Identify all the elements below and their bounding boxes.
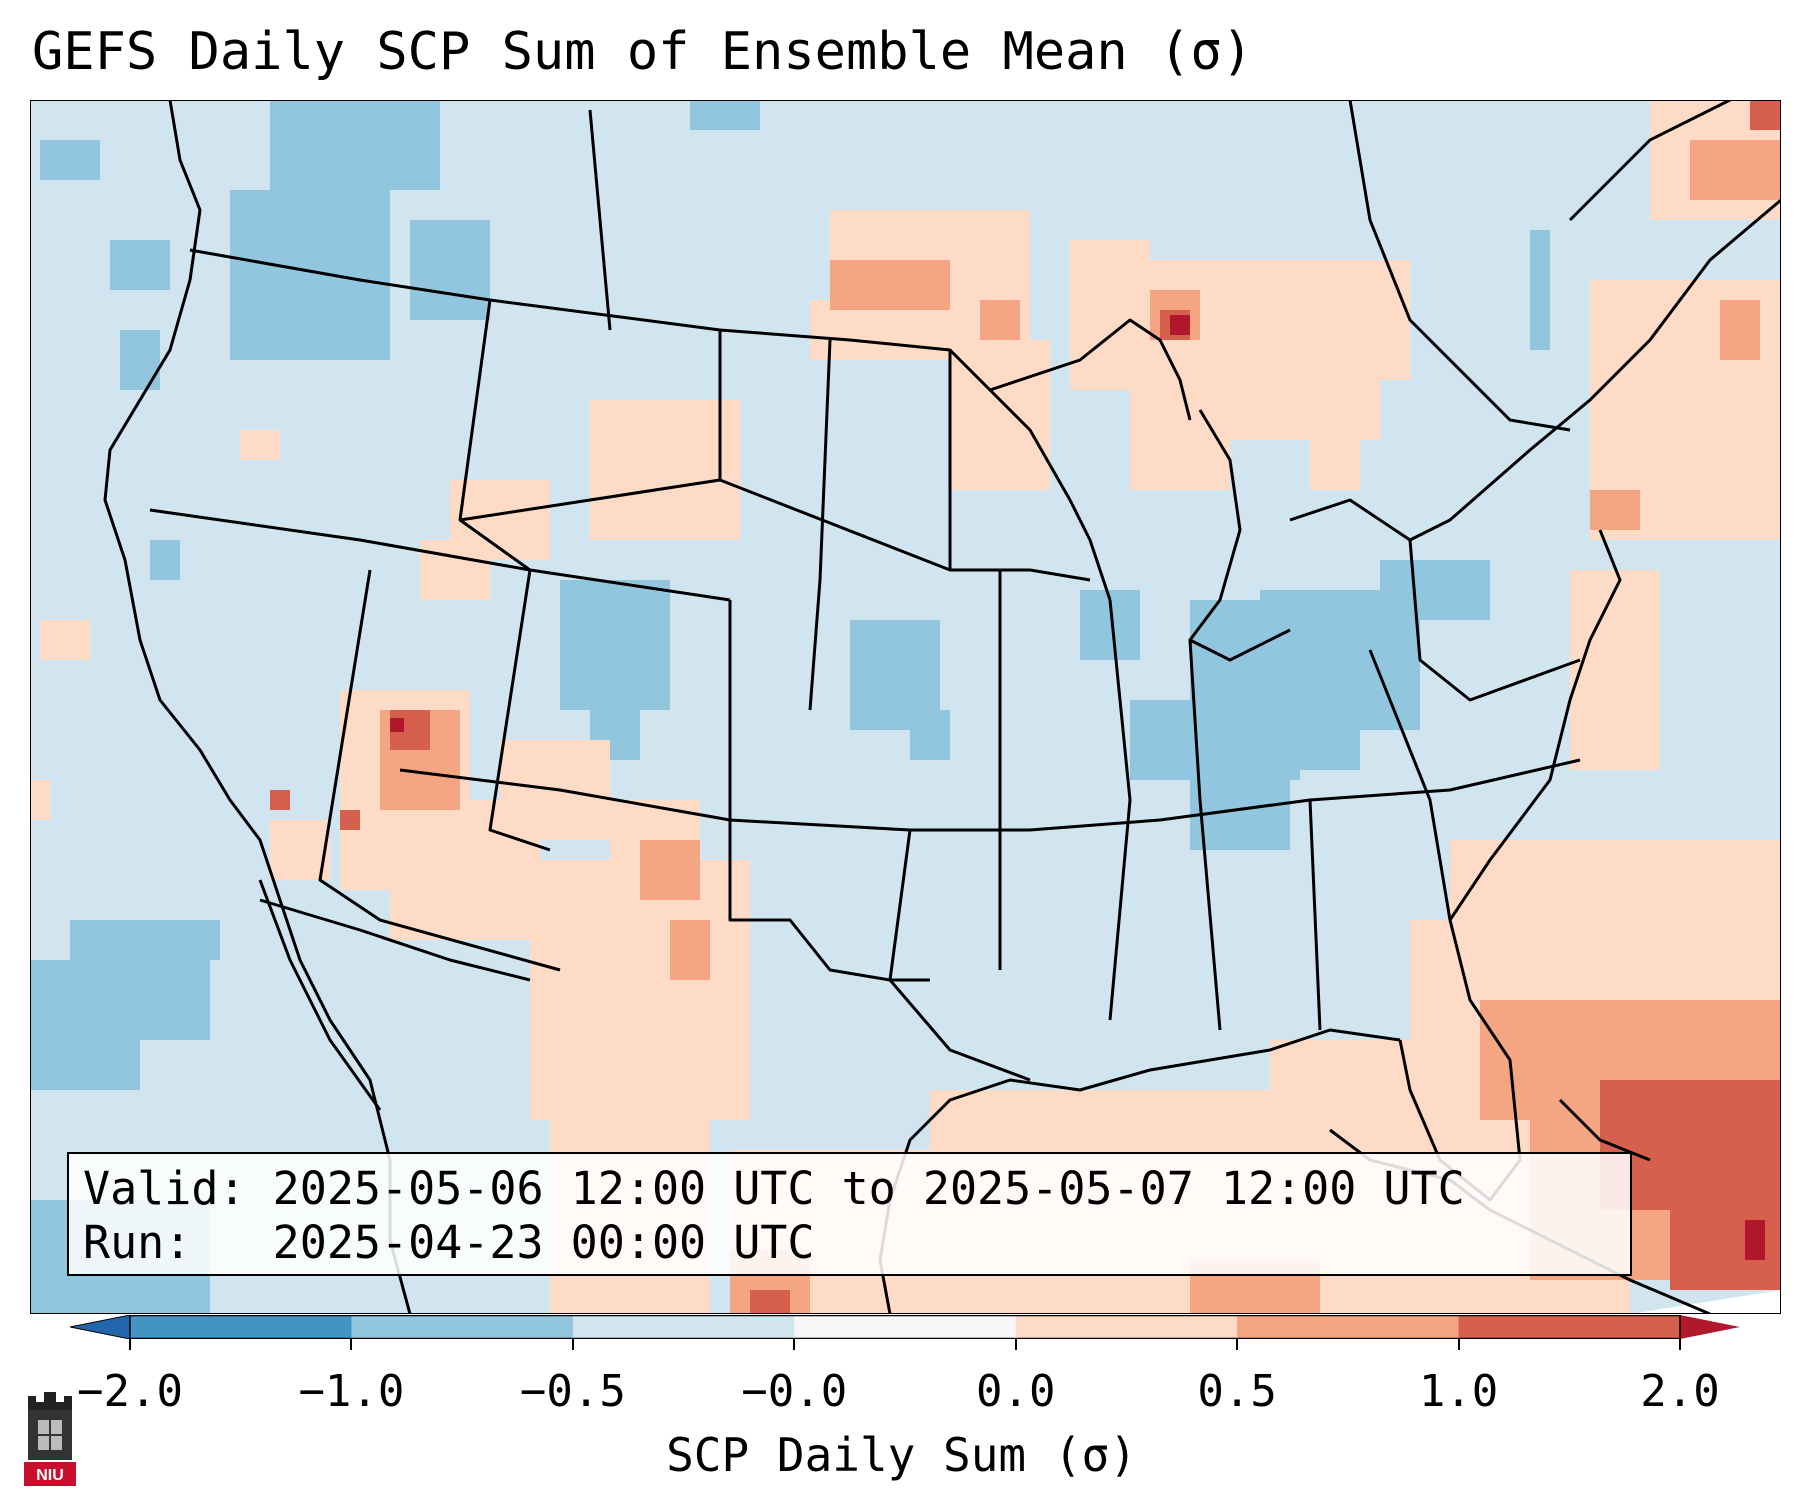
- colorbar: [69, 1314, 1740, 1340]
- colorbar-tick-label: 0.0: [975, 1366, 1056, 1417]
- colorbar-tick-mark: [793, 1338, 796, 1350]
- svg-text:NIU: NIU: [36, 1467, 64, 1484]
- dakota-line: [808, 339, 832, 711]
- page-title: GEFS Daily SCP Sum of Ensemble Mean (σ): [32, 22, 1253, 82]
- colorbar-segment: [130, 1315, 352, 1339]
- colorbar-extend-high: [1680, 1315, 1740, 1339]
- great-lakes-shore: [1188, 409, 1291, 662]
- bahamas: [1558, 1098, 1651, 1162]
- ga-line: [1308, 799, 1322, 1031]
- colorbar-tick-mark: [1236, 1338, 1239, 1350]
- colorbar-segment: [794, 1315, 1017, 1339]
- negative-anomaly-cells: [30, 100, 1550, 1314]
- ms-line: [1108, 599, 1132, 1021]
- state-line-2: [399, 758, 1581, 832]
- colorbar-tick-mark: [1679, 1338, 1681, 1350]
- colorbar-svg: [69, 1314, 1740, 1340]
- colorbar-segment: [351, 1315, 574, 1339]
- colorbar-segment: [1015, 1315, 1238, 1339]
- carolinas-line: [1368, 649, 1452, 921]
- wy-line: [459, 478, 951, 572]
- colorbar-tick-label: −0.5: [519, 1366, 626, 1417]
- valid-line: Valid: 2025-05-06 12:00 UTC to 2025-05-0…: [83, 1162, 1465, 1215]
- mexico-border: [259, 898, 531, 982]
- niu-logo-icon: NIU: [22, 1390, 78, 1488]
- colorbar-label: SCP Daily Sum (σ): [666, 1428, 1137, 1482]
- ok-tx-border: [888, 829, 1031, 1082]
- positive-anomaly-cells-max: [390, 315, 1765, 1260]
- wi-mn-border: [988, 388, 1112, 601]
- colorbar-tick-label: 0.5: [1197, 1366, 1277, 1417]
- canada-line: [588, 109, 612, 331]
- az-border: [318, 569, 561, 972]
- colorbar-tick-label: −0.0: [741, 1366, 848, 1417]
- projection-edge: [1630, 1290, 1781, 1314]
- colorbar-tick-label: 1.0: [1418, 1366, 1499, 1417]
- colorbar-ticks: −2.0 −1.0 −0.5 −0.0 0.0 0.5 1.0 2.0: [0, 1338, 1803, 1417]
- colorbar-segment: [1458, 1315, 1681, 1339]
- valid-time-box: Valid: 2025-05-06 12:00 UTC to 2025-05-0…: [67, 1152, 1632, 1276]
- tx-border: [728, 600, 930, 982]
- colorbar-tick-label: −1.0: [298, 1366, 405, 1417]
- colorbar-segment: [572, 1315, 795, 1339]
- colorbar-segment: [1237, 1315, 1460, 1339]
- colorbar-tick-mark: [129, 1338, 131, 1350]
- boundary-lines: [103, 100, 1781, 1314]
- colorbar-tick-label: −2.0: [77, 1366, 183, 1417]
- mid-atlantic-line: [1408, 539, 1581, 702]
- co-ut-border: [488, 569, 551, 852]
- map-canvas: [30, 100, 1781, 1314]
- northeast-coast: [1289, 198, 1781, 542]
- map-panel[interactable]: [30, 100, 1781, 1314]
- baja-peninsula: [258, 879, 382, 1111]
- colorbar-extend-low: [69, 1314, 131, 1340]
- north-border: [189, 248, 1192, 421]
- pacific-coastline: [103, 100, 412, 1314]
- al-line: [1188, 639, 1222, 1031]
- mn-ia-line: [948, 350, 1091, 582]
- colorbar-tick-mark: [1014, 1338, 1017, 1350]
- colorbar-tick-mark: [571, 1338, 574, 1350]
- colorbar-tick-mark: [350, 1338, 353, 1350]
- colorbar-tick-label: 2.0: [1640, 1366, 1720, 1417]
- colorbar-tick-mark: [1457, 1338, 1460, 1350]
- state-line-1: [149, 508, 731, 602]
- ontario-line: [1348, 100, 1571, 432]
- run-line: Run: 2025-04-23 00:00 UTC: [83, 1216, 815, 1269]
- colorbar-frame: [129, 1314, 1681, 1340]
- quebec-coast: [1568, 100, 1731, 222]
